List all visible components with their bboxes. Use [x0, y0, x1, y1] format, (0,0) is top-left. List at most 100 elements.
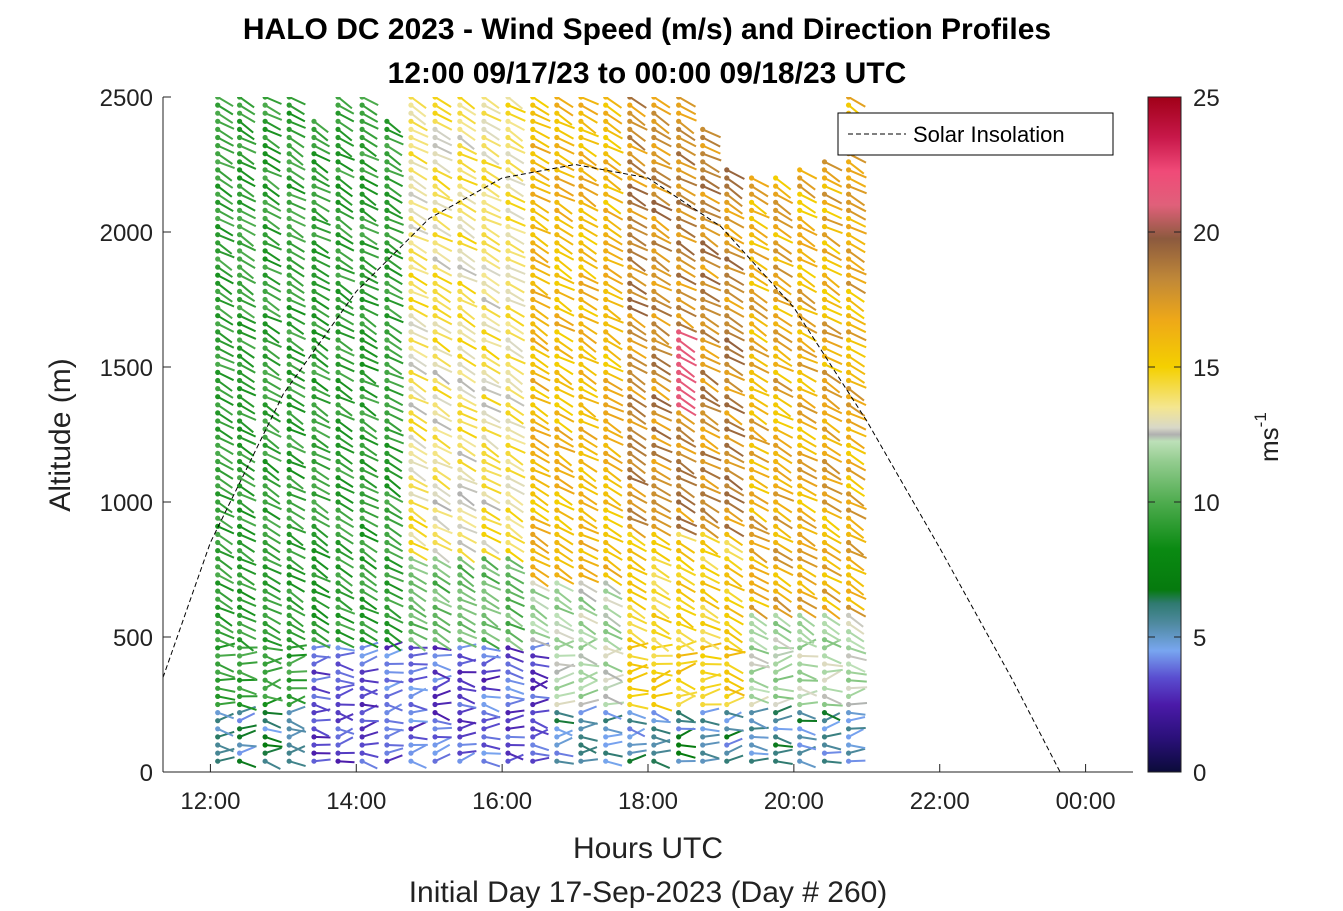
- wind-barb-shaft: [799, 760, 816, 769]
- wind-barb-point: [603, 442, 609, 448]
- wind-barb-point: [215, 564, 221, 570]
- wind-barb-shaft: [824, 314, 843, 325]
- wind-barb-point: [748, 758, 755, 764]
- wind-barb-point: [359, 596, 365, 602]
- wind-barb-shaft: [629, 509, 648, 522]
- wind-barb-shaft: [605, 355, 622, 369]
- wind-barb-point: [505, 110, 511, 116]
- wind-barb-point: [262, 232, 268, 238]
- wind-barb-shaft: [751, 395, 769, 408]
- wind-barb-shaft: [507, 541, 525, 554]
- wind-barb-shaft: [726, 379, 744, 393]
- wind-barb-shaft: [556, 533, 574, 546]
- wind-barb-point: [408, 288, 414, 294]
- wind-barb-shaft: [847, 387, 865, 402]
- wind-barb-shaft: [288, 347, 306, 357]
- wind-barb-shaft: [264, 379, 282, 391]
- wind-barb-point: [457, 734, 463, 740]
- wind-barb-point: [748, 596, 755, 602]
- wind-barb-point: [262, 272, 268, 278]
- wind-barb-point: [505, 677, 511, 683]
- wind-barb-point: [408, 402, 414, 408]
- wind-barb-point: [530, 248, 536, 254]
- wind-barb-shaft: [799, 274, 816, 288]
- wind-barb-shaft: [264, 371, 282, 381]
- wind-barb-shaft: [751, 695, 770, 704]
- wind-barb-shaft: [824, 732, 842, 738]
- wind-barb-shaft: [264, 217, 281, 231]
- wind-barb-point: [821, 321, 828, 327]
- wind-barb-shaft: [459, 290, 476, 304]
- wind-barb-shaft: [726, 687, 745, 697]
- wind-barb-point: [748, 572, 755, 578]
- wind-barb-shaft: [775, 274, 792, 288]
- wind-barb-shaft: [217, 638, 235, 648]
- wind-barb-shaft: [288, 705, 306, 714]
- wind-barb-shaft: [848, 428, 867, 438]
- wind-barb-shaft: [580, 744, 597, 754]
- wind-barb-point: [384, 669, 390, 675]
- wind-barb-point: [554, 491, 560, 497]
- wind-barb-shaft: [678, 752, 696, 759]
- wind-barb-point: [676, 248, 682, 254]
- wind-barb-point: [845, 248, 852, 254]
- wind-barb-point: [505, 620, 511, 627]
- wind-barb-point: [724, 734, 730, 740]
- wind-barb-shaft: [434, 120, 453, 131]
- wind-barb-point: [505, 102, 511, 108]
- wind-barb-shaft: [386, 533, 402, 546]
- wind-barb-shaft: [313, 654, 331, 659]
- wind-barb-point: [578, 126, 584, 132]
- wind-barb-point: [262, 531, 268, 538]
- wind-barb-point: [359, 321, 365, 327]
- wind-barb-point: [384, 726, 390, 732]
- wind-barb-point: [311, 288, 317, 294]
- wind-barb-shaft: [678, 282, 697, 292]
- wind-barb-point: [554, 272, 560, 278]
- wind-barb-shaft: [313, 675, 331, 682]
- wind-barb-shaft: [507, 290, 525, 302]
- wind-barb-point: [627, 143, 633, 149]
- wind-barb-point: [457, 677, 463, 683]
- wind-barb-shaft: [337, 152, 355, 161]
- wind-barb-shaft: [629, 638, 648, 649]
- wind-barb-shaft: [556, 355, 575, 365]
- wind-barb-shaft: [556, 185, 575, 197]
- wind-barb-point: [432, 507, 438, 513]
- wind-barb-shaft: [653, 266, 672, 278]
- wind-barb-point: [408, 280, 414, 286]
- wind-barb-shaft: [238, 185, 255, 198]
- wind-barb-shaft: [313, 695, 331, 700]
- wind-barb-point: [578, 564, 584, 570]
- wind-barb-shaft: [775, 705, 792, 714]
- wind-barb-point: [335, 345, 341, 351]
- wind-barb-shaft: [824, 436, 843, 447]
- wind-barb-shaft: [507, 112, 526, 122]
- wind-barb-point: [408, 531, 414, 538]
- wind-barb-point: [335, 418, 341, 424]
- wind-barb-point: [578, 523, 584, 529]
- wind-barb-point: [457, 337, 463, 343]
- wind-barb-point: [845, 361, 852, 367]
- wind-barb-shaft: [678, 468, 697, 480]
- wind-barb-point: [578, 580, 584, 586]
- wind-barb-shaft: [775, 452, 793, 465]
- wind-barb-point: [432, 645, 438, 651]
- wind-barb-shaft: [238, 444, 255, 457]
- wind-barb-shaft: [483, 128, 500, 141]
- wind-barb-shaft: [799, 525, 818, 535]
- wind-barb-shaft: [629, 525, 647, 539]
- wind-barb-point: [627, 467, 633, 473]
- wind-barb-point: [286, 175, 292, 181]
- wind-barb-point: [676, 280, 682, 286]
- wind-barb-point: [457, 361, 463, 367]
- wind-barb-point: [384, 337, 390, 343]
- wind-barb-point: [481, 629, 487, 635]
- wind-barb-shaft: [799, 444, 817, 456]
- wind-barb-point: [457, 110, 463, 116]
- wind-barb-shaft: [313, 136, 331, 148]
- wind-barb-point: [530, 337, 536, 343]
- wind-barb-shaft: [532, 331, 549, 346]
- wind-barb-point: [724, 305, 730, 311]
- wind-barb-shaft: [726, 729, 744, 738]
